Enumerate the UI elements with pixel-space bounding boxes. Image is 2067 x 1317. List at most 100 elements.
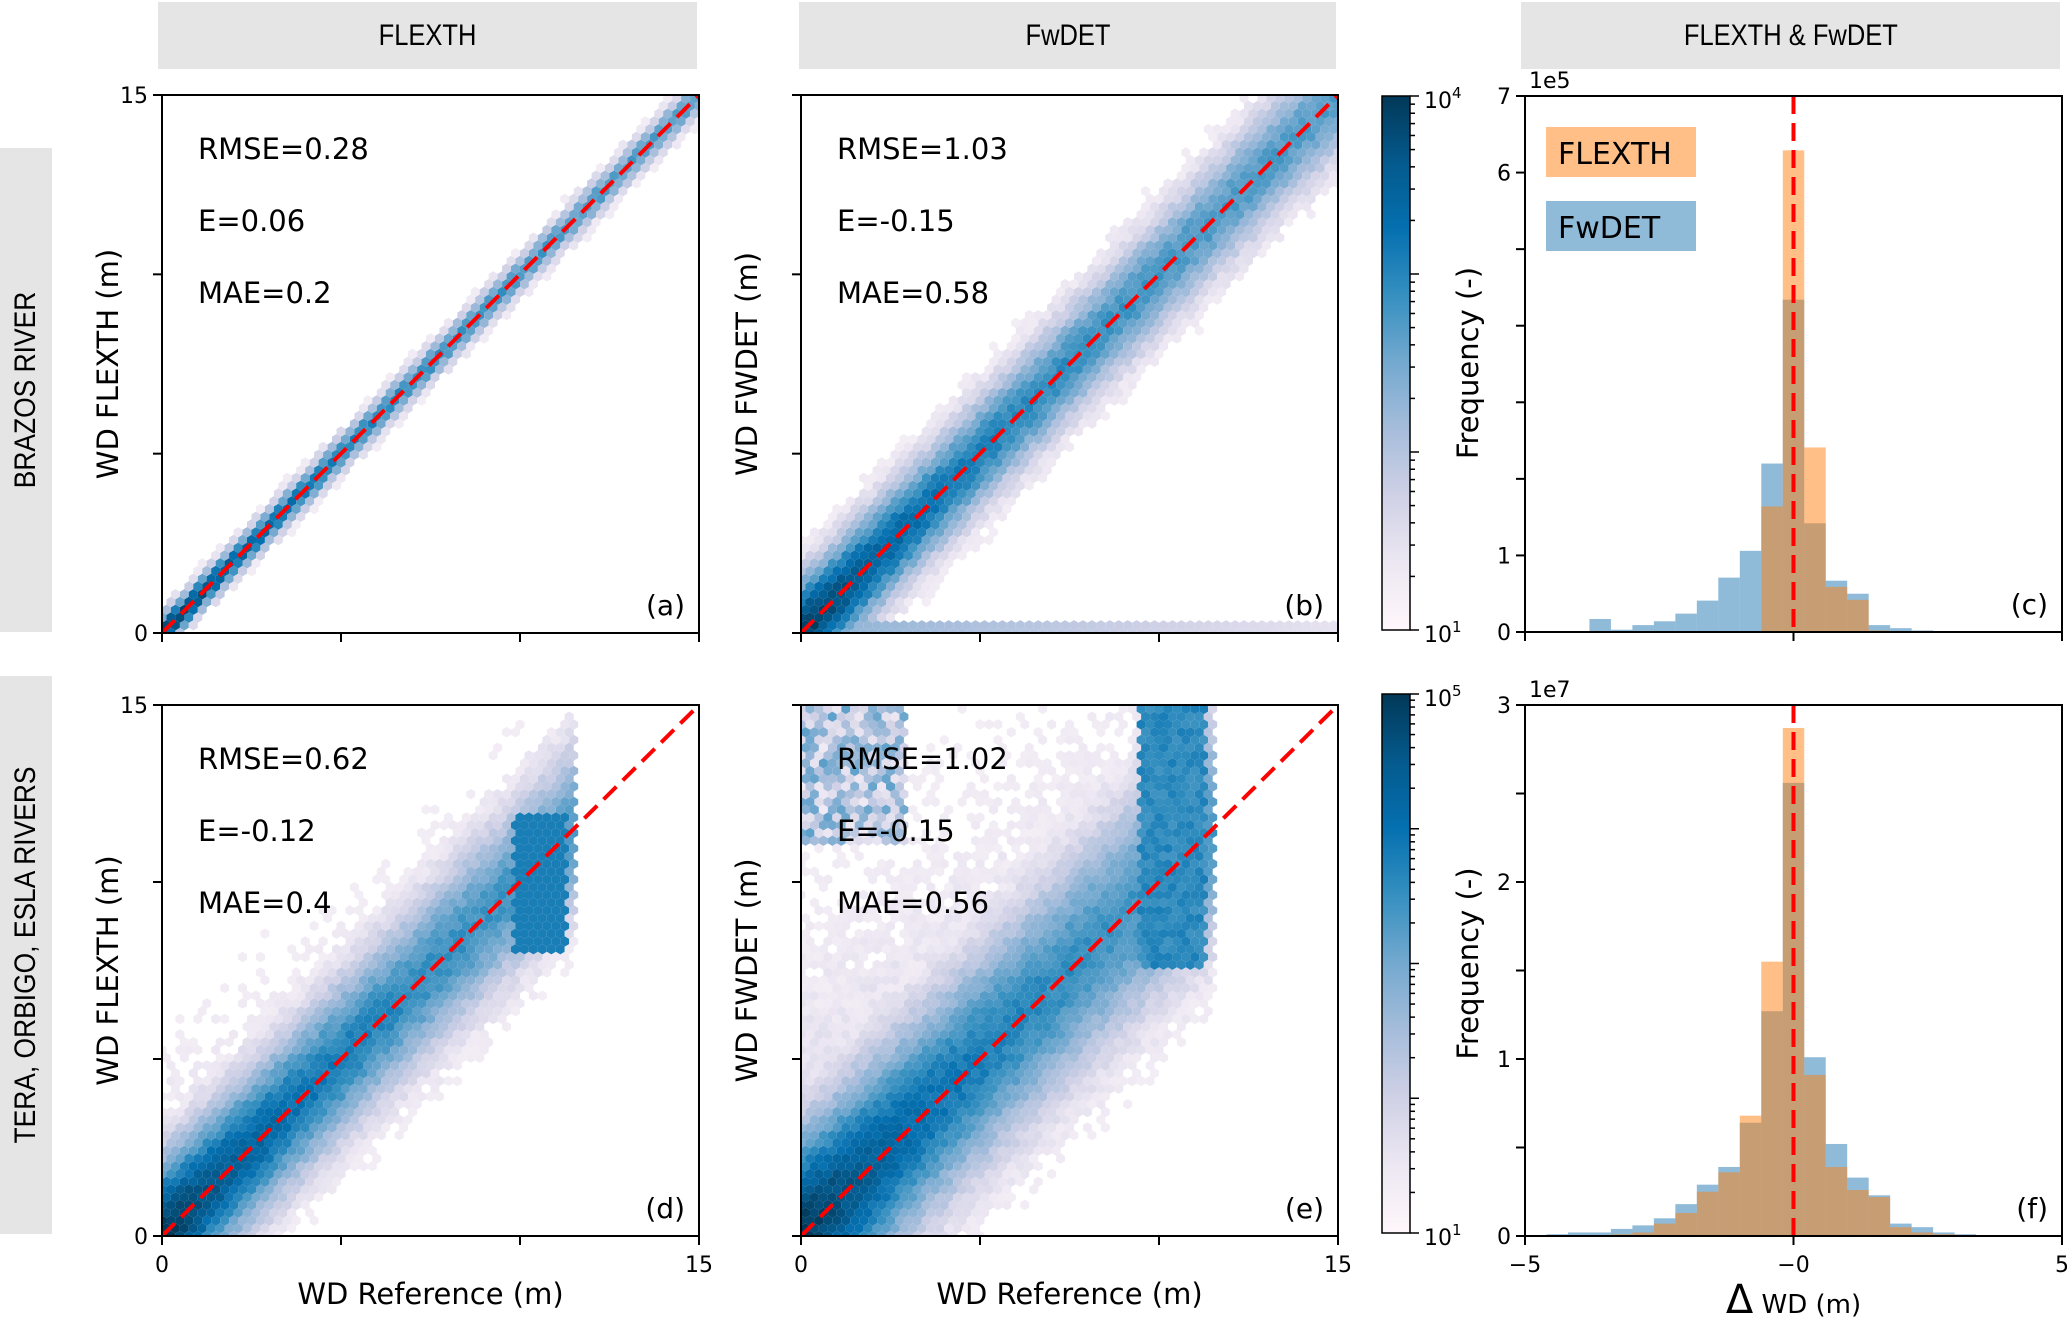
hexbin-cell <box>1315 178 1325 189</box>
hexbin-cell <box>569 874 579 885</box>
hexbin-cell <box>197 1130 207 1141</box>
hexbin-cell <box>1078 1052 1088 1063</box>
hexbin-cell <box>479 998 489 1009</box>
hexbin-cell <box>1105 248 1115 259</box>
hexbin-cell <box>1324 116 1334 127</box>
hexbin-cell <box>1226 209 1236 220</box>
hexbin-cell <box>1015 928 1025 939</box>
hexbin-cell <box>211 1137 221 1149</box>
axes-frame <box>161 94 700 634</box>
hexbin-cell <box>832 1199 842 1211</box>
hexbin-cell <box>1105 232 1115 243</box>
hexbin-cell <box>260 1068 270 1079</box>
hexbin-cell <box>1038 1091 1048 1102</box>
hexbin-cell <box>1015 1099 1025 1110</box>
hexbin-cell <box>836 944 846 955</box>
hexbin-cell <box>948 395 958 406</box>
hexbin-cell <box>1297 162 1307 174</box>
hexbin-cell <box>917 620 927 631</box>
hexbin-cell <box>475 294 485 305</box>
hexbin-cell <box>1087 356 1097 367</box>
hexbin-cell <box>1194 944 1204 955</box>
hexbin-cell <box>524 271 534 282</box>
hexbin-cell <box>179 1130 189 1141</box>
hexbin-cell <box>1011 364 1021 375</box>
hexbin-cell <box>327 1106 337 1118</box>
hexbin-cell <box>247 1122 256 1133</box>
hexbin-cell <box>1257 139 1267 150</box>
hexbin-cell <box>291 1215 301 1226</box>
hexbin-cell <box>524 905 534 916</box>
hexbin-cell <box>363 951 373 963</box>
hexbin-cell <box>555 897 565 908</box>
hexbin-cell <box>300 472 310 484</box>
hexbin-cell <box>962 511 972 522</box>
hexbin-cell <box>461 982 471 994</box>
hexbin-cell <box>863 1037 873 1048</box>
hexbin-cell <box>948 1137 958 1149</box>
hexbin-cell <box>850 905 860 916</box>
hexbin-cell <box>282 519 292 530</box>
hexbin-cell <box>242 1099 252 1110</box>
hexbin-cell <box>658 116 668 127</box>
hexbin-cell <box>1051 434 1061 445</box>
hexbin-cell <box>1091 410 1101 422</box>
hexbin-cell <box>1096 1083 1106 1094</box>
hexbin-cell <box>323 975 332 986</box>
hexbin-cell <box>278 1021 288 1032</box>
hexbin-cell <box>890 1223 900 1234</box>
hexbin-cell <box>215 1176 225 1187</box>
hexbin-cell <box>1176 959 1186 970</box>
hexbin-cell <box>1042 897 1052 908</box>
hexbin-cell <box>962 449 972 460</box>
hexbin-cell <box>376 1006 386 1017</box>
hexbin-cell <box>1123 310 1133 321</box>
hexbin-cell <box>354 889 364 901</box>
hexbin-cell <box>997 387 1007 398</box>
hexbin-cell <box>890 959 900 970</box>
hexbin-cell <box>1118 627 1128 633</box>
hexbin-cell <box>841 1137 851 1149</box>
hexbin-cell <box>854 944 864 955</box>
hexbin-cell <box>1065 1122 1074 1133</box>
hexbin-cell <box>801 542 810 553</box>
hexbin-cell <box>238 1075 247 1087</box>
hexbin-cell <box>1011 967 1021 978</box>
hexbin-cell <box>872 620 882 631</box>
hexbin-cell <box>502 866 511 877</box>
hexbin-cell <box>475 325 485 336</box>
hexbin-cell <box>953 944 963 955</box>
hexbin-cell <box>654 155 664 166</box>
hexbin-cell <box>372 936 382 947</box>
hexbin-cell <box>935 913 945 924</box>
hexbin-cell <box>439 913 449 924</box>
hexbin-cell <box>358 434 368 445</box>
hexbin-cell <box>921 920 931 932</box>
hexbin-cell <box>814 627 824 633</box>
hexbin-cell <box>854 558 864 569</box>
hexbin-cell <box>814 1122 824 1133</box>
hexbin-cell <box>895 1153 904 1164</box>
hexbin-cell <box>903 550 913 561</box>
hexbin-cell <box>627 170 637 181</box>
hexbin-cell <box>520 944 529 955</box>
hexbin-cell <box>1145 255 1155 267</box>
hexbin-cell <box>372 441 382 453</box>
hexbin-cell <box>202 1215 212 1226</box>
hexbin-cell <box>957 936 967 947</box>
hexbin-cell <box>810 1161 819 1172</box>
hexbin-cell <box>555 944 565 955</box>
hexbin-cell <box>515 951 525 963</box>
hexbin-cell <box>367 1006 377 1017</box>
hexbin-cell <box>957 951 967 963</box>
hexbin-cell <box>524 874 534 885</box>
hexbin-cell <box>989 341 998 352</box>
hexbin-cell <box>443 967 453 978</box>
hexbin-cell <box>980 975 989 986</box>
hexbin-cell <box>823 1215 833 1226</box>
hexbin-cell <box>980 1176 989 1187</box>
hexbin-cell <box>197 1099 207 1110</box>
hexbin-cell <box>1065 410 1074 422</box>
hexbin-cell <box>443 1060 453 1071</box>
hexbin-cell <box>1154 627 1164 633</box>
